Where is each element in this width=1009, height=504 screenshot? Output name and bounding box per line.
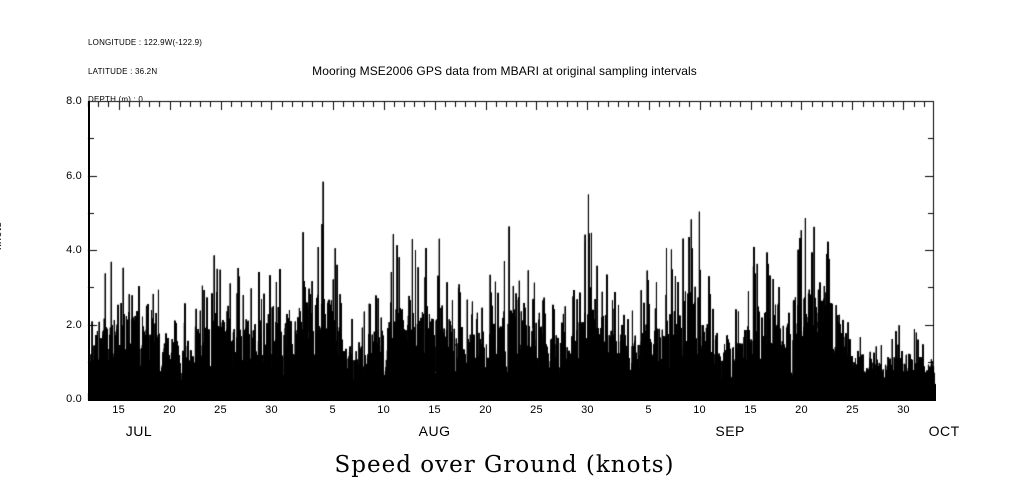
plot-area bbox=[88, 101, 936, 401]
x-axis-tick-label: 25 bbox=[846, 404, 859, 416]
x-axis-tick-label: 15 bbox=[744, 404, 757, 416]
y-axis-tick-label: 4.0 bbox=[66, 244, 82, 256]
x-axis-tick-label: 20 bbox=[163, 404, 176, 416]
x-axis-tick-label: 30 bbox=[265, 404, 278, 416]
x-axis-tick-label: 25 bbox=[530, 404, 543, 416]
x-axis-tick-label: 25 bbox=[214, 404, 227, 416]
x-axis-month-label: AUG bbox=[418, 423, 451, 439]
x-axis-tick-label: 20 bbox=[795, 404, 808, 416]
x-axis-tick-label: 10 bbox=[377, 404, 390, 416]
y-axis-tick-label: 6.0 bbox=[66, 169, 82, 182]
y-axis-tick-labels: 0.0 2.0 4.0 6.0 8.0 bbox=[40, 95, 82, 405]
x-axis-month-label: SEP bbox=[715, 423, 745, 439]
metadata-longitude: LONGITUDE : 122.9W(-122.9) bbox=[88, 38, 203, 47]
x-axis-tick-label: 10 bbox=[693, 404, 706, 416]
x-axis-tick-labels: 15 20 25 30 5 10 15 20 25 30 5 10 15 20 25 30 bbox=[0, 404, 1009, 420]
x-axis-month-label: JUL bbox=[125, 423, 153, 439]
x-axis-tick-label: 30 bbox=[581, 404, 594, 416]
x-axis-month-label: OCT bbox=[928, 423, 960, 439]
x-axis-tick-label: 5 bbox=[645, 404, 652, 416]
x-axis-tick-label: 15 bbox=[112, 404, 125, 416]
x-axis-tick-label: 5 bbox=[329, 404, 336, 416]
x-axis-month-labels: JUL AUG SEP OCT bbox=[0, 423, 1009, 443]
chart-title: Mooring MSE2006 GPS data from MBARI at o… bbox=[312, 64, 697, 78]
y-axis-tick-label: 2.0 bbox=[66, 318, 82, 331]
figure-caption: Speed over Ground (knots) bbox=[334, 452, 675, 478]
x-axis-tick-label: 30 bbox=[897, 404, 910, 416]
timeseries-plot-canvas bbox=[90, 101, 936, 399]
y-axis-tick-label: 8.0 bbox=[66, 95, 82, 107]
x-axis-tick-label: 20 bbox=[479, 404, 492, 416]
x-axis-tick-label: 15 bbox=[428, 404, 441, 416]
y-axis-title: knots bbox=[0, 221, 4, 250]
